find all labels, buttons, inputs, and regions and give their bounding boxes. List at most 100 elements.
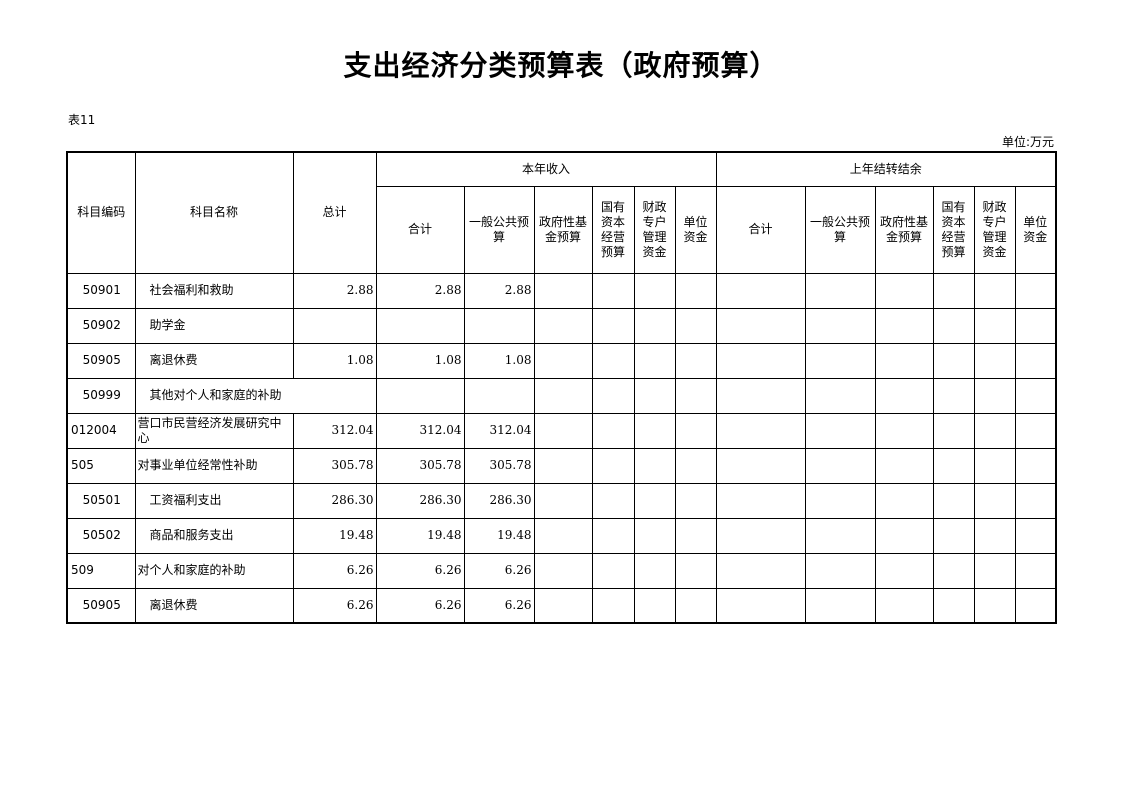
row-value [973,377,1016,414]
row-value [715,447,806,484]
row-value [674,587,717,624]
row-code: 012004 [66,412,136,449]
table-number: 表11 [68,113,96,127]
row-value [932,517,975,554]
row-value: 312.04 [375,412,465,449]
header-current-year: 本年收入 [375,151,717,187]
header-code: 科目编码 [66,151,136,274]
row-code: 50999 [66,377,136,414]
row-value: 1.08 [292,342,377,379]
current-subheader: 一般公共预算 [463,185,535,274]
table-row: 50999 其他对个人和家庭的补助 [66,377,1057,414]
carryover-subheader: 单位资金 [1014,185,1057,274]
row-value [973,482,1016,519]
row-value [633,517,676,554]
row-value: 19.48 [292,517,377,554]
row-value [804,272,876,309]
row-value [1014,447,1057,484]
row-value [533,412,593,449]
row-value [633,447,676,484]
row-value [932,587,975,624]
row-code: 505 [66,447,136,484]
row-value [804,552,876,589]
row-value [973,412,1016,449]
row-value [674,307,717,344]
row-value [715,377,806,414]
row-value [804,482,876,519]
row-value [633,307,676,344]
row-name: 商品和服务支出 [134,517,294,554]
row-code: 50502 [66,517,136,554]
row-value [591,517,635,554]
row-value [715,272,806,309]
row-value [674,412,717,449]
row-value [932,447,975,484]
row-value [533,587,593,624]
row-name: 助学金 [134,307,294,344]
row-value [375,377,465,414]
row-value [715,482,806,519]
row-value [591,447,635,484]
row-value [1014,272,1057,309]
row-value [463,307,535,344]
row-value: 6.26 [292,587,377,624]
row-value [674,342,717,379]
row-name: 离退休费 [134,342,294,379]
row-code: 50905 [66,342,136,379]
row-value: 305.78 [463,447,535,484]
row-value [674,482,717,519]
row-code: 50501 [66,482,136,519]
carryover-subheader: 一般公共预算 [804,185,876,274]
row-value [874,482,934,519]
row-value [874,552,934,589]
current-subheader: 政府性基金预算 [533,185,593,274]
row-value [804,517,876,554]
row-value: 2.88 [463,272,535,309]
row-value [1014,342,1057,379]
row-value: 312.04 [463,412,535,449]
page-title: 支出经济分类预算表（政府预算） [343,49,779,82]
row-value [874,272,934,309]
row-value [715,307,806,344]
row-value [633,587,676,624]
row-value [715,552,806,589]
row-value [932,272,975,309]
row-value [633,342,676,379]
row-value [932,342,975,379]
row-value: 6.26 [463,587,535,624]
row-code: 50901 [66,272,136,309]
row-value: 1.08 [375,342,465,379]
row-value [591,272,635,309]
carryover-subheader: 合计 [715,185,806,274]
row-name: 社会福利和救助 [134,272,294,309]
row-value [932,307,975,344]
row-value [533,482,593,519]
row-value: 19.48 [375,517,465,554]
row-value [1014,377,1057,414]
row-value [973,552,1016,589]
row-name: 其他对个人和家庭的补助 [134,377,377,414]
row-value [932,482,975,519]
row-value [674,447,717,484]
row-value [874,587,934,624]
row-value [874,342,934,379]
row-value: 312.04 [292,412,377,449]
row-name: 对个人和家庭的补助 [134,552,294,589]
row-value [591,587,635,624]
row-value: 6.26 [463,552,535,589]
row-value [533,517,593,554]
header-carryover: 上年结转结余 [715,151,1057,187]
row-name: 离退休费 [134,587,294,624]
row-value [804,377,876,414]
row-value: 6.26 [375,587,465,624]
unit-label: 单位:万元 [1001,135,1054,149]
table-row: 012004 营口市民营经济发展研究中心 312.04 312.04 312.04 [66,412,1057,449]
row-value [973,587,1016,624]
row-name: 营口市民营经济发展研究中心 [134,412,294,449]
row-value [1014,552,1057,589]
current-subheader: 国有资本经营预算 [591,185,635,274]
row-code: 50905 [66,587,136,624]
budget-table: 科目编码 科目名称 总计 本年收入 上年结转结余 合计 一般公共预算 政府性基金预算… [66,151,1057,624]
row-name: 工资福利支出 [134,482,294,519]
row-value [715,412,806,449]
